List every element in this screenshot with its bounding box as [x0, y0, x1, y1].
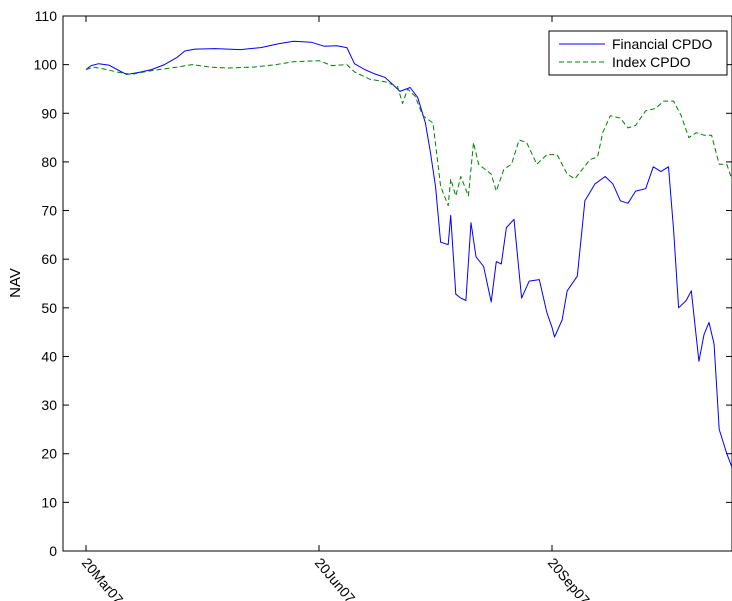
y-tick-label: 0: [49, 543, 57, 559]
legend-box: [548, 30, 728, 76]
y-tick-label: 10: [41, 494, 57, 510]
y-tick-label: 80: [41, 154, 57, 170]
legend: Financial CPDO Index CPDO: [548, 30, 728, 76]
x-tick-label: 20Sep07: [545, 555, 593, 601]
legend-entry: Financial CPDO: [612, 36, 712, 52]
legend-entry: Index CPDO: [612, 54, 691, 70]
y-tick-label: 70: [41, 203, 57, 219]
y-tick-label: 90: [41, 105, 57, 121]
plot-area: [62, 15, 732, 552]
series-line-0: [85, 40, 732, 469]
y-tick-label: 110: [35, 8, 58, 24]
y-axis-label: NAV: [7, 268, 24, 298]
x-tick-label: 20Jun07: [312, 555, 359, 601]
y-tick-label: 50: [41, 300, 57, 316]
x-tick-label: 20Mar07: [79, 555, 127, 601]
y-axis: 0 10 20 30 40 50 60 70 80 90 100 110: [34, 8, 732, 559]
y-tick-label: 100: [34, 57, 58, 73]
series-layer: [85, 40, 732, 469]
series-line-1: [85, 60, 732, 207]
y-tick-label: 40: [41, 348, 57, 364]
y-tick-label: 60: [41, 251, 57, 267]
y-tick-label: 30: [41, 397, 57, 413]
y-tick-label: 20: [41, 446, 57, 462]
